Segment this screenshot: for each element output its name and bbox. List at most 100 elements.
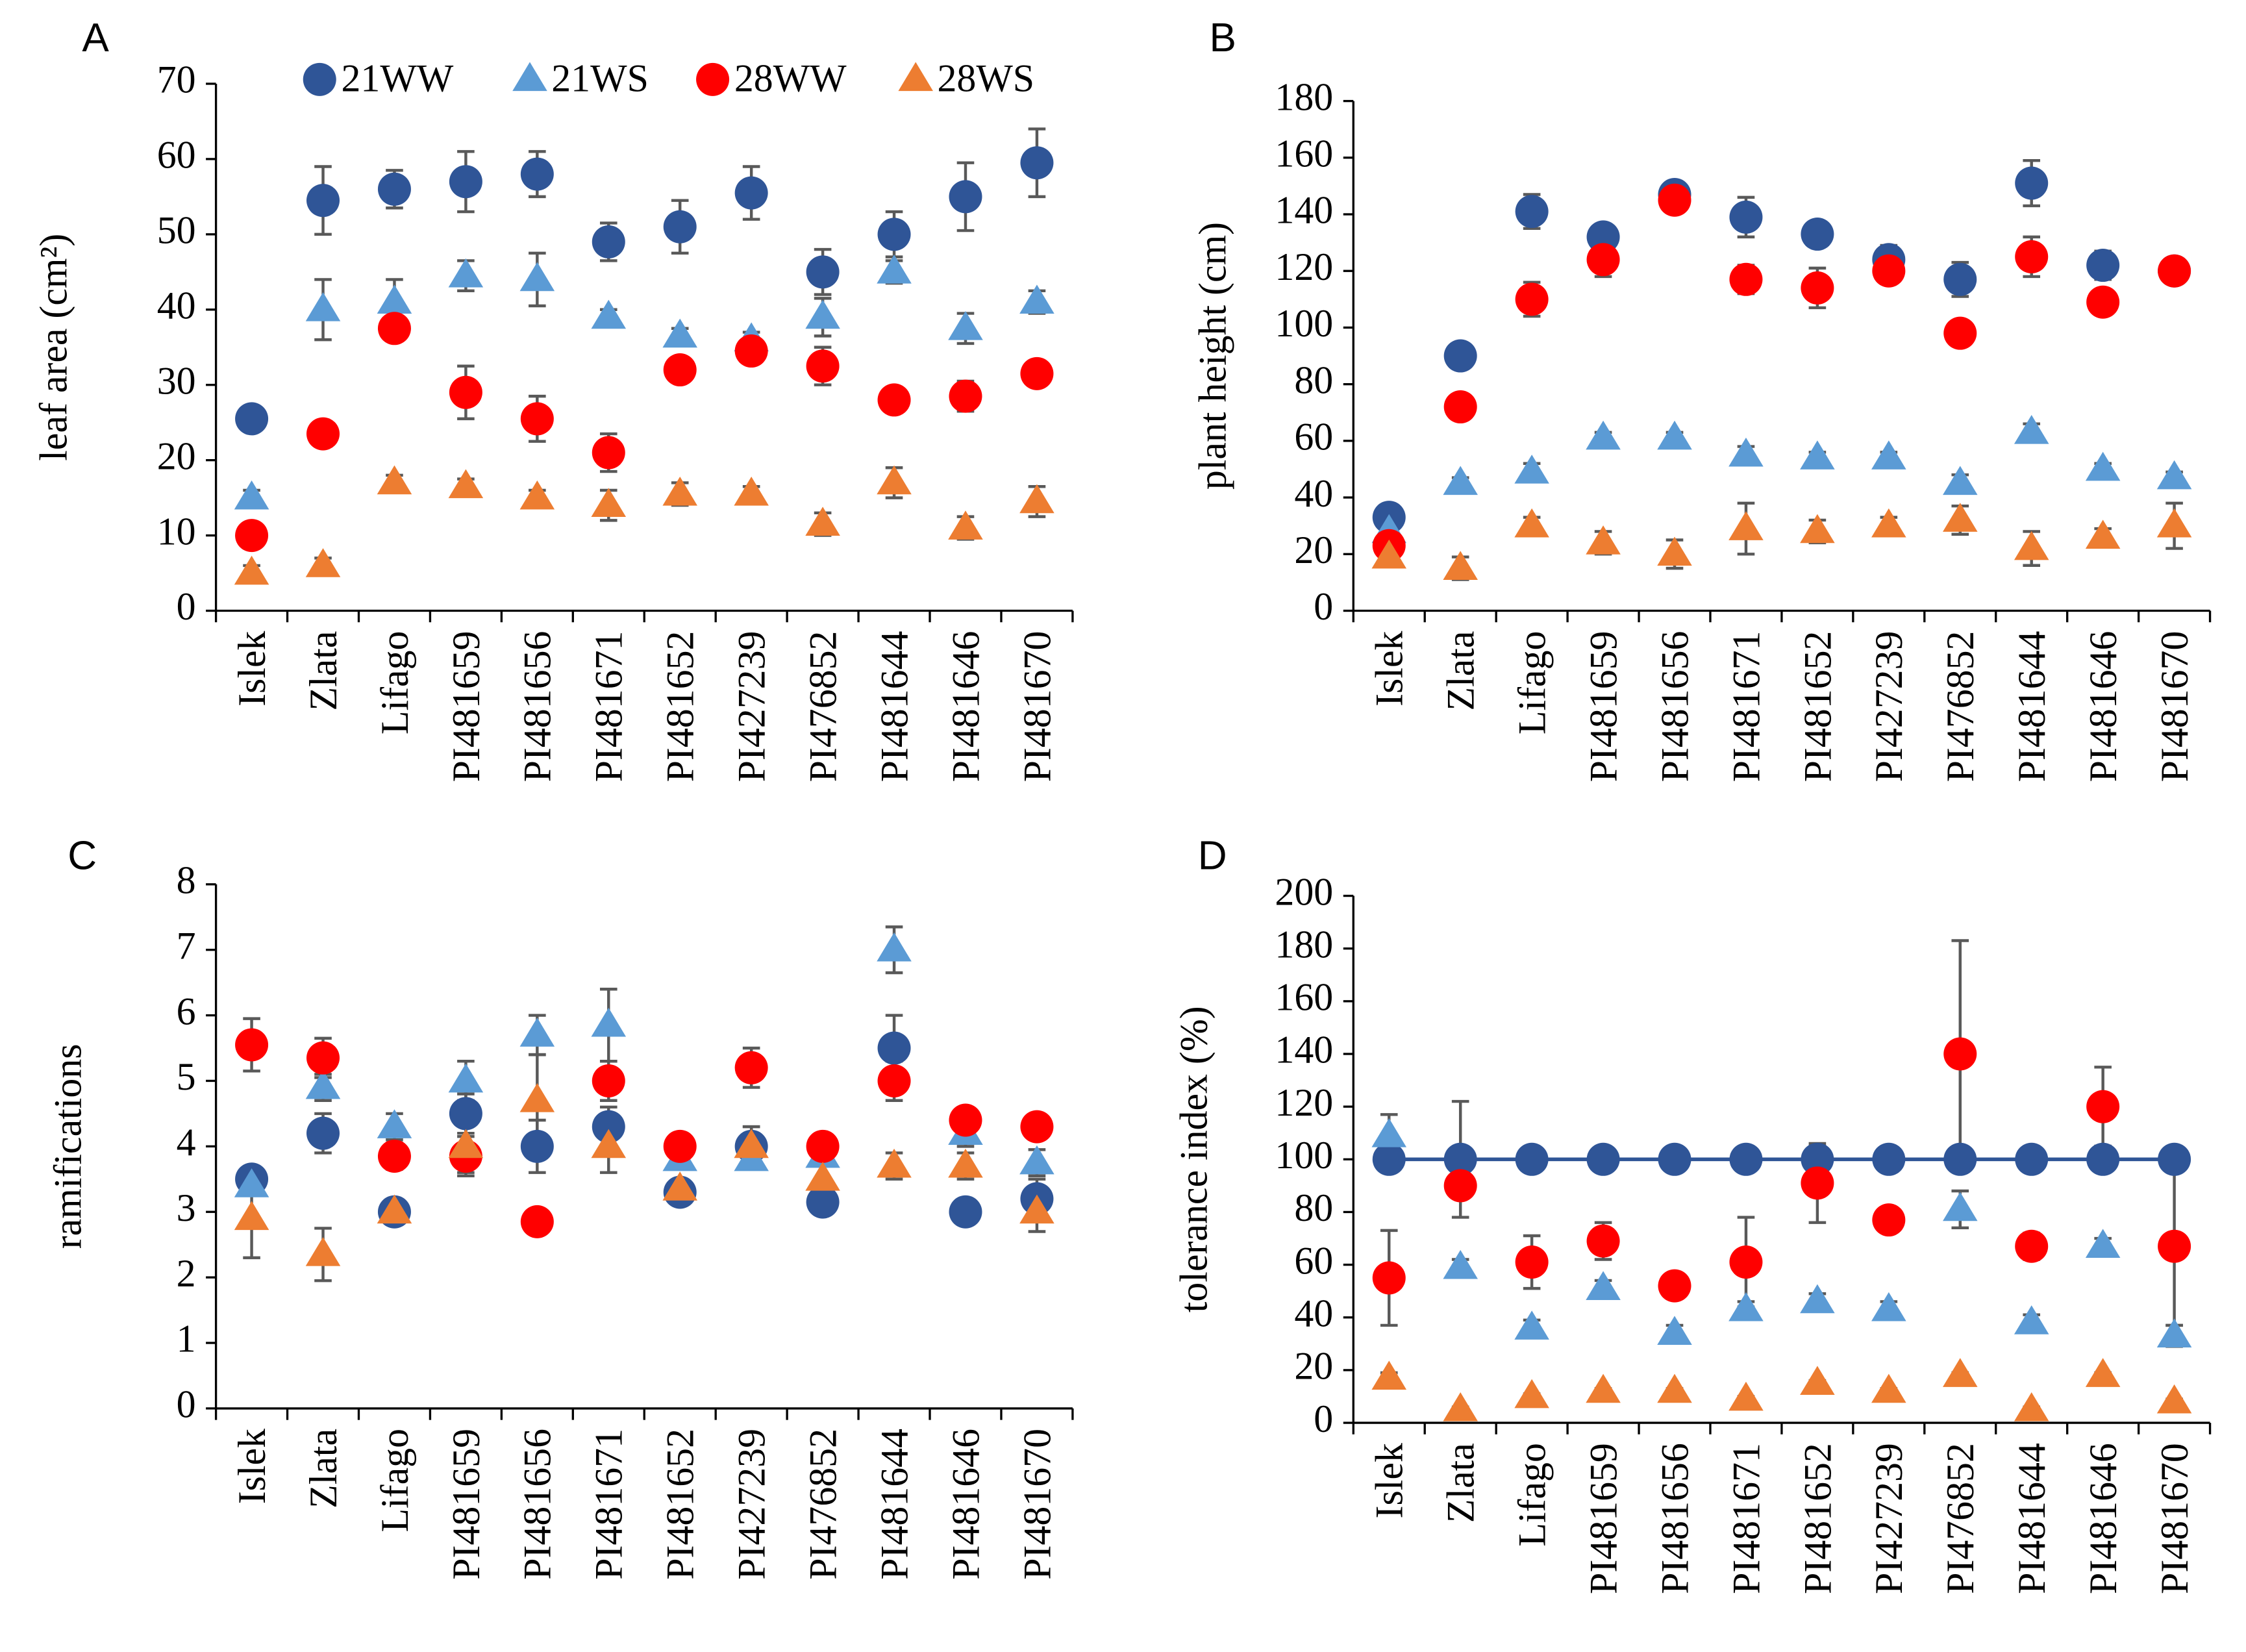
data-point xyxy=(806,1129,840,1163)
data-point xyxy=(2014,415,2049,444)
data-point xyxy=(1871,1292,1906,1321)
data-point xyxy=(1658,1142,1691,1176)
x-tick-label: PI481644 xyxy=(873,1429,916,1580)
data-point xyxy=(877,1031,911,1065)
data-point xyxy=(592,225,625,258)
data-point xyxy=(1371,1118,1407,1147)
x-tick-label: PI481659 xyxy=(445,1429,488,1580)
data-point xyxy=(2156,460,2192,490)
x-tick-label: PI481646 xyxy=(944,1429,987,1580)
legend-marker xyxy=(303,62,336,96)
data-point xyxy=(805,507,840,536)
y-tick-label: 20 xyxy=(1294,1345,1333,1388)
x-tick-label: Zlata xyxy=(1440,1443,1482,1523)
legend-label: 28WS xyxy=(937,56,1034,99)
legend-label: 21WW xyxy=(342,56,454,99)
data-point xyxy=(1801,218,1834,251)
y-tick-label: 200 xyxy=(1275,870,1333,913)
y-tick-label: 50 xyxy=(157,209,196,252)
x-tick-label: PI481670 xyxy=(2153,1443,2196,1594)
data-point xyxy=(1729,262,1763,296)
data-point xyxy=(1657,536,1692,566)
data-point xyxy=(234,555,269,585)
y-tick-label: 80 xyxy=(1294,1186,1333,1229)
x-tick-label: PI481659 xyxy=(445,631,488,782)
data-point xyxy=(2158,254,2191,288)
y-tick-label: 20 xyxy=(1294,529,1333,571)
x-tick-label: Zlata xyxy=(1440,631,1482,711)
data-point xyxy=(806,1185,840,1219)
legend-marker xyxy=(898,62,933,92)
x-tick-label: PI481670 xyxy=(2153,631,2196,782)
data-point xyxy=(234,480,269,510)
data-point xyxy=(949,1103,982,1137)
data-point xyxy=(2015,240,2049,273)
data-point xyxy=(1943,1142,1977,1176)
x-tick-label: PI481671 xyxy=(588,1429,630,1580)
data-point xyxy=(1800,1366,1835,1395)
data-point xyxy=(1586,525,1621,555)
data-point xyxy=(2158,1229,2191,1263)
y-axis-title: plant height (cm) xyxy=(1191,222,1234,490)
y-tick-label: 60 xyxy=(1294,416,1333,458)
data-point xyxy=(2156,1318,2192,1348)
data-point xyxy=(734,334,768,368)
data-point xyxy=(306,1116,340,1150)
data-point xyxy=(1800,440,1835,469)
x-tick-label: PI481644 xyxy=(2010,631,2053,782)
data-point xyxy=(1800,1284,1835,1314)
data-point xyxy=(377,1194,412,1224)
data-point xyxy=(448,1129,484,1158)
data-point xyxy=(948,510,983,540)
data-point xyxy=(1801,271,1834,305)
data-point xyxy=(449,165,482,199)
y-tick-label: 40 xyxy=(157,284,196,327)
data-point xyxy=(448,1063,484,1093)
y-tick-label: 3 xyxy=(177,1186,196,1229)
data-point xyxy=(1020,357,1054,390)
data-point xyxy=(1871,508,1906,538)
data-point xyxy=(1658,1269,1691,1303)
data-point xyxy=(519,1018,555,1047)
data-point xyxy=(663,210,697,244)
legend-marker xyxy=(696,62,730,96)
y-tick-label: 120 xyxy=(1275,1081,1333,1124)
y-tick-label: 0 xyxy=(177,585,196,628)
data-point xyxy=(1514,508,1549,538)
data-point xyxy=(1801,1166,1834,1200)
data-point xyxy=(2014,531,2049,560)
data-point xyxy=(1872,254,1906,288)
x-tick-label: Lifago xyxy=(373,631,416,735)
data-point xyxy=(662,477,697,506)
data-point xyxy=(591,1007,627,1037)
data-point xyxy=(1728,1292,1764,1321)
data-point xyxy=(805,1162,840,1191)
panel-letter: C xyxy=(68,833,97,878)
data-point xyxy=(1658,183,1691,217)
data-point xyxy=(877,255,912,284)
data-point xyxy=(1942,1358,1978,1387)
y-tick-label: 60 xyxy=(1294,1239,1333,1282)
data-point xyxy=(377,1109,412,1138)
y-tick-label: 160 xyxy=(1275,132,1333,175)
x-tick-label: PI481659 xyxy=(1582,1443,1625,1594)
data-point xyxy=(2086,1090,2120,1123)
x-tick-label: PI481652 xyxy=(659,1429,702,1580)
data-point xyxy=(1729,1245,1763,1279)
data-point xyxy=(1515,1142,1549,1176)
data-point xyxy=(877,218,911,251)
data-point xyxy=(1443,1142,1477,1176)
data-point xyxy=(1657,420,1692,450)
data-point xyxy=(1443,551,1478,580)
x-tick-label: PI427239 xyxy=(1867,631,1910,782)
x-tick-label: PI481656 xyxy=(516,1429,559,1580)
y-tick-label: 70 xyxy=(157,58,196,101)
data-point xyxy=(2086,1142,2120,1176)
data-point xyxy=(520,1129,554,1163)
data-point xyxy=(1729,1142,1763,1176)
x-tick-label: PI481652 xyxy=(659,631,702,782)
x-tick-label: PI481656 xyxy=(1653,631,1696,782)
data-point xyxy=(734,477,769,506)
y-tick-label: 180 xyxy=(1275,923,1333,966)
